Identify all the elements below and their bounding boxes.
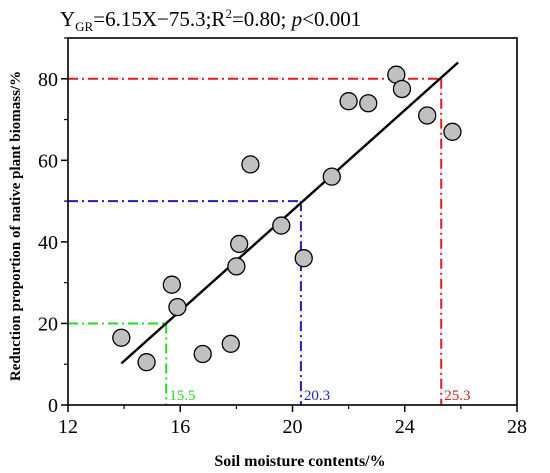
reference-label-1: 15.5 (169, 388, 195, 404)
x-tick-label-16: 16 (170, 416, 190, 438)
data-point-13 (339, 92, 358, 111)
regression-equation: YGR=6.15X−75.3;R2=0.80; p<0.001 (60, 6, 361, 35)
data-points (112, 65, 462, 372)
x-axis-ticks: 12 16 20 24 28 (58, 405, 527, 438)
y-tick-label-40: 40 (38, 232, 58, 254)
data-point-5 (193, 344, 212, 364)
data-point-18 (443, 122, 462, 141)
y-tick-label-80: 80 (38, 69, 58, 91)
reference-label-3: 25.3 (444, 388, 470, 404)
x-tick-label-12: 12 (58, 416, 78, 438)
x-tick-label-24: 24 (395, 416, 415, 438)
x-axis-label: Soil moisture contents/% (214, 453, 385, 470)
data-point-8 (230, 234, 249, 254)
fit-line (120, 61, 459, 365)
y-tick-label-0: 0 (48, 395, 58, 417)
y-axis-ticks: 0 20 40 60 80 (38, 37, 68, 417)
data-point-4 (168, 297, 187, 317)
data-point-10 (272, 216, 291, 235)
data-point-14 (359, 94, 378, 113)
data-point-3 (162, 275, 181, 294)
data-point-17 (418, 106, 437, 125)
x-tick-label-28: 28 (507, 416, 527, 438)
reference-lines (68, 77, 443, 405)
data-point-16 (392, 79, 412, 99)
reference-label-2: 20.3 (304, 388, 330, 404)
reference-labels: 15.5 20.3 25.3 (169, 388, 470, 404)
y-axis-label: Reduction proportion of native plant bio… (8, 71, 24, 381)
equation-p-value: <0.001 (302, 7, 362, 31)
equation-formula: =6.15X−75.3;R (93, 7, 226, 31)
equation-r-power: 2 (225, 6, 232, 21)
data-point-11 (294, 249, 313, 268)
equation-p-symbol: p (291, 7, 303, 31)
equation-y-symbol: Y (60, 7, 76, 31)
data-point-9 (241, 155, 260, 174)
data-point-1 (112, 328, 131, 347)
data-point-2 (137, 353, 156, 372)
y-tick-label-60: 60 (38, 150, 58, 172)
equation-r-value: =0.80; (231, 7, 292, 31)
y-tick-label-20: 20 (38, 313, 58, 335)
data-point-6 (221, 334, 240, 353)
data-point-12 (322, 167, 341, 186)
equation-y-subscript: GR (75, 19, 94, 35)
x-tick-label-20: 20 (283, 416, 303, 438)
data-point-7 (227, 257, 246, 276)
